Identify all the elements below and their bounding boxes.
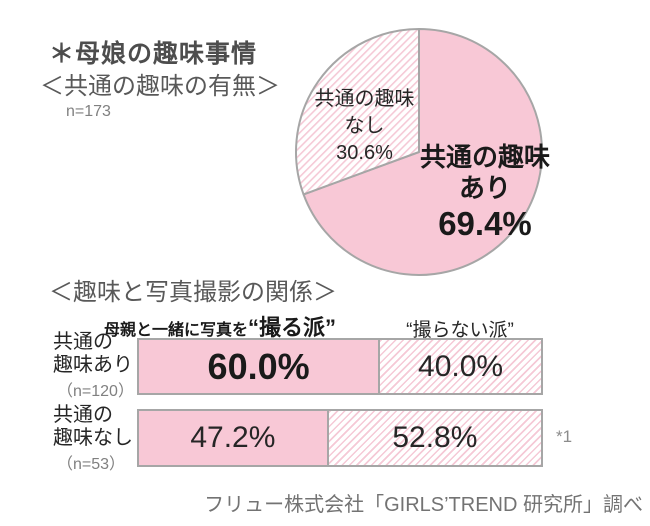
source-credit: フリュー株式会社「GIRLS’TREND 研究所」調べ	[204, 494, 643, 516]
pie-section-heading: ＜共通の趣味の有無＞	[40, 73, 280, 100]
bar-row2-category-label: 共通の 趣味なし （n=53）	[53, 404, 139, 476]
bar-row2-not-take-value: 52.8%	[392, 421, 478, 454]
legend-take-prefix: 母親と一緒に写真を	[104, 322, 249, 339]
bar-row2-label-line2: 趣味なし	[53, 427, 133, 449]
pie-label-yes-hobby: 共通の趣味 あり 69.4%	[396, 142, 574, 243]
pie-label-no-hobby: 共通の趣味 なし 30.6%	[294, 86, 435, 167]
pie-label-yes-line2: あり	[458, 173, 511, 203]
pie-label-yes-line1: 共通の趣味	[419, 142, 550, 172]
bar-section-heading: ＜趣味と写真撮影の関係＞	[49, 279, 337, 306]
bar-row2-take-value: 47.2%	[190, 421, 276, 454]
bar-row2-sample-size: （n=53）	[57, 456, 126, 473]
bar-row1-not-take-segment: 40.0%	[380, 340, 541, 393]
bar-row2-not-take-segment: 52.8%	[328, 411, 541, 465]
page-title: ＊母娘の趣味事情	[49, 40, 258, 68]
pie-sample-size: n=173	[66, 103, 111, 120]
pie-label-yes-value: 69.4%	[438, 205, 532, 242]
bar-row1: 60.0% 40.0%	[137, 338, 543, 395]
bar-row1-not-take-value: 40.0%	[418, 349, 504, 383]
pie-slice-hobby-no	[295, 28, 420, 196]
bar-row1-label-line1: 共通の	[53, 331, 113, 353]
pie-label-no-line1: 共通の趣味	[314, 88, 415, 110]
bar-row1-take-value: 60.0%	[207, 345, 310, 387]
pie-slice-hobby-yes	[302, 28, 543, 276]
footnote-marker: *1	[556, 427, 573, 446]
bar-row1-sample-size: （n=120）	[57, 383, 134, 400]
legend-take-photos: 母親と一緒に写真を “撮る派”	[104, 310, 336, 342]
bar-row2: 47.2% 52.8%	[137, 409, 543, 467]
pie-label-no-line2: なし	[344, 115, 385, 137]
legend-not-take-label: “撮らない派”	[406, 320, 514, 341]
bar-row1-label-line2: 趣味あり	[53, 354, 133, 376]
legend-take-label: “撮る派”	[248, 315, 337, 340]
bar-row1-category-label: 共通の 趣味あり （n=120）	[53, 331, 139, 403]
pie-chart	[295, 28, 543, 276]
bar-row2-take-segment: 47.2%	[139, 411, 329, 465]
bar-row1-take-segment: 60.0%	[139, 340, 381, 393]
pie-label-no-value: 30.6%	[336, 142, 393, 164]
bar-row2-label-line1: 共通の	[53, 404, 113, 426]
